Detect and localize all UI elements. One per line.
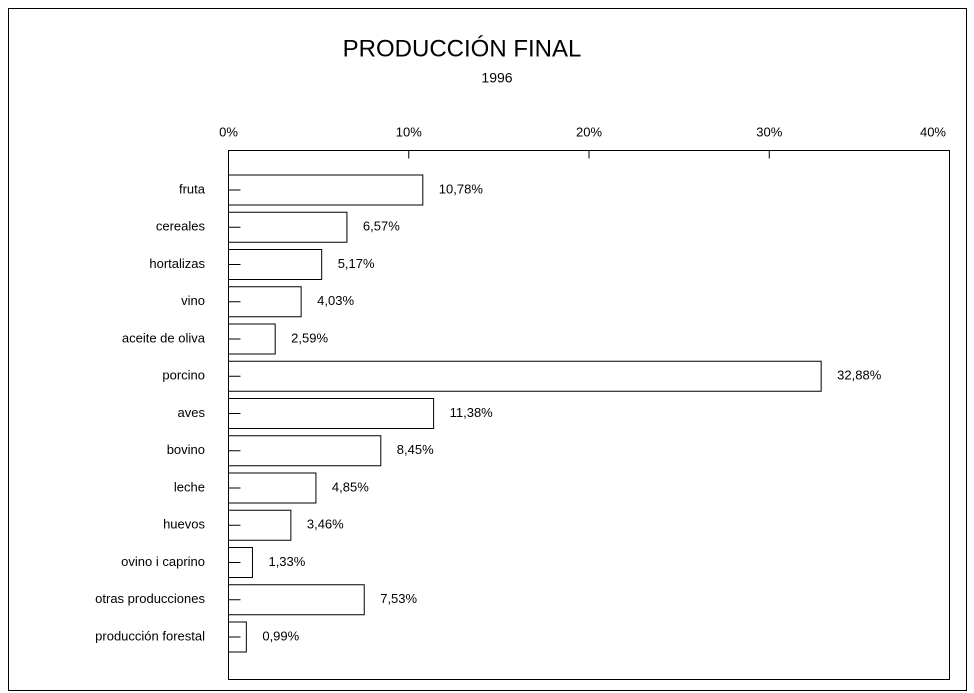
value-label: 0,99% bbox=[262, 628, 299, 643]
y-tick-label: vino bbox=[181, 293, 205, 308]
value-label: 3,46% bbox=[307, 517, 344, 532]
value-label: 11,38% bbox=[450, 405, 494, 420]
value-label: 6,57% bbox=[363, 219, 400, 234]
y-tick-label: hortalizas bbox=[149, 256, 205, 271]
value-label: 8,45% bbox=[397, 442, 434, 457]
y-tick-label: huevos bbox=[163, 517, 205, 532]
bar bbox=[228, 584, 365, 616]
y-tick-label: porcino bbox=[162, 368, 205, 383]
x-tick-label: 0% bbox=[219, 124, 238, 139]
y-tick-label: otras producciones bbox=[95, 591, 205, 606]
y-tick-label: producción forestal bbox=[95, 628, 205, 643]
frame bbox=[8, 8, 967, 691]
chart-subtitle: 1996 bbox=[481, 70, 512, 86]
y-tick-label: bovino bbox=[167, 442, 205, 457]
value-label: 5,17% bbox=[338, 256, 375, 271]
x-tick-label: 20% bbox=[576, 124, 602, 139]
chart-title: PRODUCCIÓN FINAL bbox=[343, 35, 582, 62]
y-tick-label: aves bbox=[178, 405, 206, 420]
bar bbox=[228, 435, 382, 467]
y-tick-label: cereales bbox=[156, 219, 206, 234]
value-label: 4,85% bbox=[332, 479, 369, 494]
bar bbox=[228, 211, 348, 243]
y-tick-label: leche bbox=[174, 479, 205, 494]
value-label: 32,88% bbox=[837, 368, 882, 383]
x-tick-label: 10% bbox=[396, 124, 422, 139]
bar bbox=[228, 472, 317, 504]
value-label: 10,78% bbox=[439, 181, 484, 196]
bar bbox=[228, 398, 435, 429]
x-tick-label: 30% bbox=[756, 124, 782, 139]
y-tick-label: ovino i caprino bbox=[121, 554, 205, 569]
value-label: 2,59% bbox=[291, 330, 328, 345]
y-tick-label: fruta bbox=[179, 181, 206, 196]
y-tick-label: aceite de oliva bbox=[122, 330, 206, 345]
value-label: 4,03% bbox=[317, 293, 354, 308]
bar bbox=[228, 249, 323, 280]
x-tick-label: 40% bbox=[920, 124, 946, 139]
bar bbox=[228, 174, 424, 206]
value-label: 1,33% bbox=[268, 554, 305, 569]
bar bbox=[228, 360, 822, 392]
value-label: 7,53% bbox=[380, 591, 417, 606]
